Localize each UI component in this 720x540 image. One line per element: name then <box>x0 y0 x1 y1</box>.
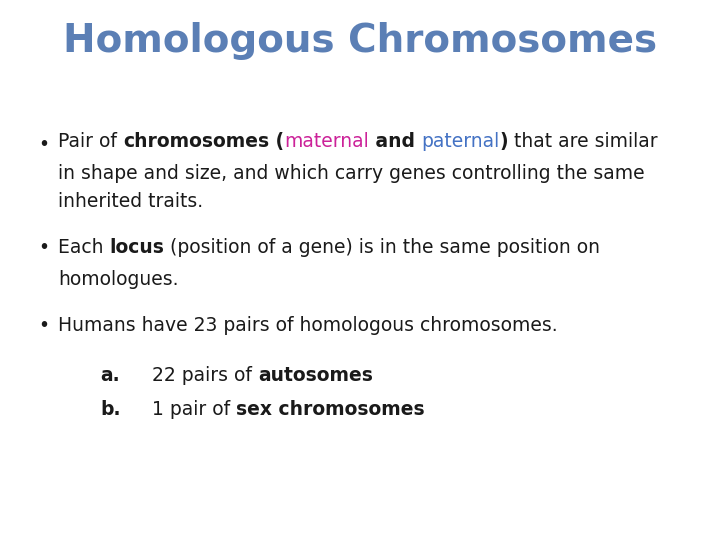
Text: 1 pair of: 1 pair of <box>152 400 236 419</box>
Text: •: • <box>38 238 49 257</box>
Text: 22 pairs of: 22 pairs of <box>152 366 258 385</box>
Text: (: ( <box>269 132 284 151</box>
Text: •: • <box>38 135 49 154</box>
Text: homologues.: homologues. <box>58 270 179 289</box>
Text: ): ) <box>500 132 508 151</box>
Text: sex chromosomes: sex chromosomes <box>236 400 425 419</box>
Text: locus: locus <box>109 238 164 257</box>
Text: a.: a. <box>100 366 120 385</box>
Text: Pair of: Pair of <box>58 132 123 151</box>
Text: Homologous Chromosomes: Homologous Chromosomes <box>63 22 657 60</box>
Text: Humans have 23 pairs of homologous chromosomes.: Humans have 23 pairs of homologous chrom… <box>58 316 557 335</box>
Text: paternal: paternal <box>421 132 500 151</box>
Text: in shape and size, and which carry genes controlling the same: in shape and size, and which carry genes… <box>58 164 644 183</box>
Text: that are similar: that are similar <box>508 132 658 151</box>
Text: Each: Each <box>58 238 109 257</box>
Text: maternal: maternal <box>284 132 369 151</box>
Text: chromosomes: chromosomes <box>123 132 269 151</box>
Text: •: • <box>38 316 49 335</box>
Text: inherited traits.: inherited traits. <box>58 192 203 211</box>
Text: autosomes: autosomes <box>258 366 373 385</box>
Text: and: and <box>369 132 421 151</box>
Text: (position of a gene) is in the same position on: (position of a gene) is in the same posi… <box>164 238 600 257</box>
Text: b.: b. <box>100 400 120 419</box>
